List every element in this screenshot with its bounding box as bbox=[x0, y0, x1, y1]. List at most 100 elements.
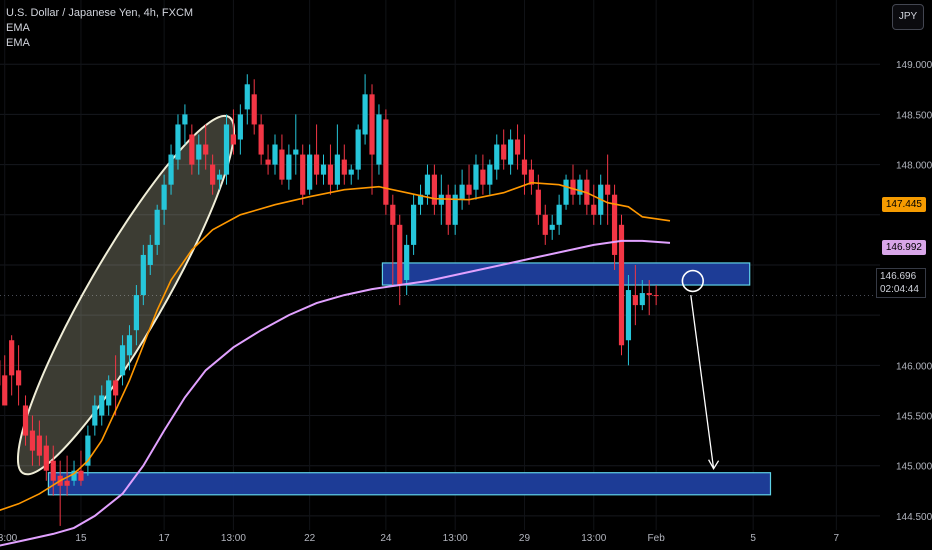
candle-body bbox=[43, 445, 49, 471]
candle-body bbox=[223, 124, 230, 175]
candle-body bbox=[653, 295, 659, 297]
time-tick-label: 17 bbox=[159, 533, 171, 544]
candle-body bbox=[36, 435, 42, 456]
candle-body bbox=[106, 380, 112, 406]
price-tick-label: 148.000 bbox=[896, 161, 932, 172]
zone-rect bbox=[47, 472, 772, 496]
time-axis[interactable]: 13:00 15 17 13:00 22 24 13:00 29 13:00 Feb 5 7 bbox=[0, 533, 840, 544]
candle-body bbox=[341, 159, 347, 175]
candle-body bbox=[50, 460, 56, 481]
candle-body bbox=[78, 470, 84, 481]
symbol-title[interactable]: U.S. Dollar / Japanese Yen, 4h, FXCM bbox=[6, 7, 194, 19]
candle-body bbox=[99, 395, 105, 416]
zone-rect bbox=[381, 262, 751, 286]
time-tick-label: 13:00 bbox=[221, 533, 246, 544]
price-tick-label: 145.500 bbox=[896, 412, 932, 423]
candle-body bbox=[424, 174, 431, 195]
ema-slow-price-badge: 146.992 bbox=[881, 240, 926, 255]
candle-body bbox=[404, 244, 410, 281]
candle-body bbox=[591, 204, 597, 215]
candle-body bbox=[625, 290, 632, 341]
ema-indicator-1[interactable]: EMA bbox=[6, 22, 30, 34]
time-tick-label: 13:00 bbox=[0, 533, 18, 544]
candle-body bbox=[133, 295, 139, 331]
candle-body bbox=[570, 179, 576, 195]
candle-body bbox=[64, 480, 70, 486]
candle-body bbox=[431, 174, 437, 205]
time-tick-label: 29 bbox=[519, 533, 531, 544]
ema-lines bbox=[0, 181, 671, 547]
candle-body bbox=[244, 84, 250, 110]
candle-body bbox=[542, 214, 548, 235]
candle-body bbox=[168, 154, 174, 185]
candle-body bbox=[348, 169, 354, 175]
candle-body bbox=[175, 124, 181, 160]
price-tick-label: 146.000 bbox=[896, 361, 932, 372]
candle-countdown: 02:04:44 bbox=[880, 284, 919, 295]
candle-body bbox=[119, 345, 126, 376]
candle-body bbox=[161, 184, 167, 210]
candle-body bbox=[2, 375, 8, 406]
candle-body bbox=[618, 224, 625, 346]
time-tick-label: 22 bbox=[304, 533, 316, 544]
candle-body bbox=[9, 340, 15, 376]
candle-body bbox=[411, 204, 417, 245]
candle-body bbox=[501, 144, 507, 160]
candles bbox=[0, 74, 659, 526]
candle-body bbox=[487, 164, 493, 185]
candle-body bbox=[549, 224, 555, 230]
candle-body bbox=[632, 295, 638, 306]
candle-body bbox=[327, 164, 334, 185]
candle-body bbox=[369, 94, 375, 155]
candle-body bbox=[258, 124, 264, 155]
candle-body bbox=[521, 159, 528, 175]
candle-body bbox=[126, 335, 133, 356]
candle-body bbox=[320, 164, 327, 175]
candle-body bbox=[307, 154, 313, 190]
candle-body bbox=[216, 174, 223, 180]
price-tick-label: 144.500 bbox=[896, 512, 932, 523]
candle-body bbox=[355, 129, 361, 170]
candle-body bbox=[272, 144, 278, 165]
candle-body bbox=[556, 204, 562, 225]
candle-body bbox=[334, 154, 340, 185]
ema-fast-price-badge: 147.445 bbox=[881, 197, 926, 212]
impulse-ellipse bbox=[16, 114, 236, 476]
candle-body bbox=[154, 209, 160, 245]
time-tick-label: 24 bbox=[380, 533, 392, 544]
candle-body bbox=[605, 184, 611, 195]
candle-body bbox=[29, 430, 36, 451]
candle-body bbox=[473, 164, 479, 190]
candle-body bbox=[300, 154, 306, 195]
price-tick-label: 149.000 bbox=[896, 60, 932, 71]
candle-body bbox=[362, 94, 368, 135]
drawings bbox=[681, 269, 720, 470]
candle-body bbox=[528, 169, 535, 185]
candle-body bbox=[189, 134, 195, 165]
candle-body bbox=[639, 293, 645, 306]
currency-button[interactable]: JPY bbox=[892, 4, 924, 30]
projection-arrow-line bbox=[690, 294, 715, 469]
last-price-box: 146.696 02:04:44 bbox=[876, 268, 926, 298]
candle-body bbox=[113, 380, 119, 396]
candle-body bbox=[563, 179, 569, 205]
candle-body bbox=[251, 94, 257, 125]
candle-body bbox=[494, 144, 500, 170]
chart-legend: U.S. Dollar / Japanese Yen, 4h, FXCM EMA… bbox=[6, 6, 193, 51]
candle-body bbox=[535, 189, 541, 215]
price-tick-label: 148.500 bbox=[896, 110, 932, 121]
candle-body bbox=[279, 149, 285, 180]
candle-body bbox=[203, 144, 209, 155]
time-tick-label: 7 bbox=[834, 533, 840, 544]
time-tick-label: 13:00 bbox=[581, 533, 606, 544]
candle-body bbox=[611, 194, 618, 255]
price-axis[interactable]: 149.000 148.500 148.000 146.000 145.500 145.0… bbox=[896, 60, 932, 523]
candle-body bbox=[230, 134, 237, 145]
candle-body bbox=[210, 164, 216, 185]
ema-fast-line bbox=[0, 181, 671, 511]
candle-body bbox=[286, 154, 292, 180]
time-tick-label: 15 bbox=[75, 533, 87, 544]
ema-indicator-2[interactable]: EMA bbox=[6, 37, 30, 49]
candle-body bbox=[452, 194, 458, 225]
